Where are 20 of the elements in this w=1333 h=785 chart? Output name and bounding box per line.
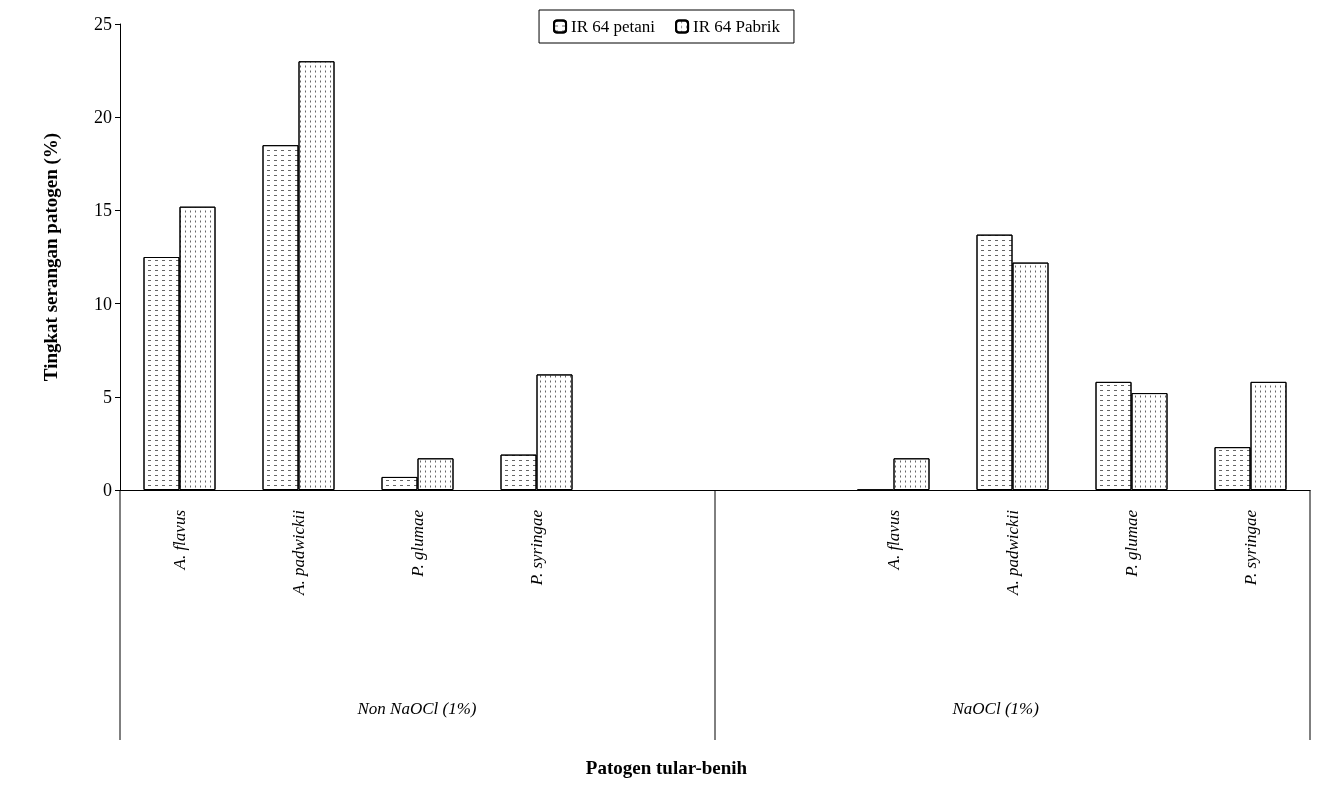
x-tick-label: P. glumae bbox=[408, 509, 427, 578]
legend-label: IR 64 Pabrik bbox=[693, 17, 781, 36]
x-tick-label: A. padwickii bbox=[289, 509, 308, 596]
text: NaOCl (1%) bbox=[951, 699, 1040, 718]
legend-label: IR 64 petani bbox=[571, 17, 656, 36]
text: Patogen tular-benih bbox=[585, 757, 748, 778]
y-tick-label: 0 bbox=[103, 480, 112, 500]
x-tick-label: A. flavus bbox=[170, 509, 189, 571]
x-tick-label: P. glumae bbox=[1122, 509, 1141, 578]
x-tick-label: A. flavus bbox=[884, 509, 903, 571]
y-tick-label: 20 bbox=[94, 107, 112, 128]
y-tick-label: 15 bbox=[94, 200, 112, 221]
x-tick-label: P. syringae bbox=[527, 509, 546, 587]
y-tick-label: 10 bbox=[94, 293, 112, 314]
x-tick-label: A. padwickii bbox=[1003, 509, 1022, 596]
x-tick-label: P. syringae bbox=[1241, 509, 1260, 587]
y-axis-title: Tingkat serangan patogen (%) bbox=[40, 132, 62, 382]
y-tick-label: 5 bbox=[103, 386, 112, 407]
text: Non NaOCl (1%) bbox=[356, 699, 477, 718]
y-tick-label: 25 bbox=[94, 14, 112, 34]
